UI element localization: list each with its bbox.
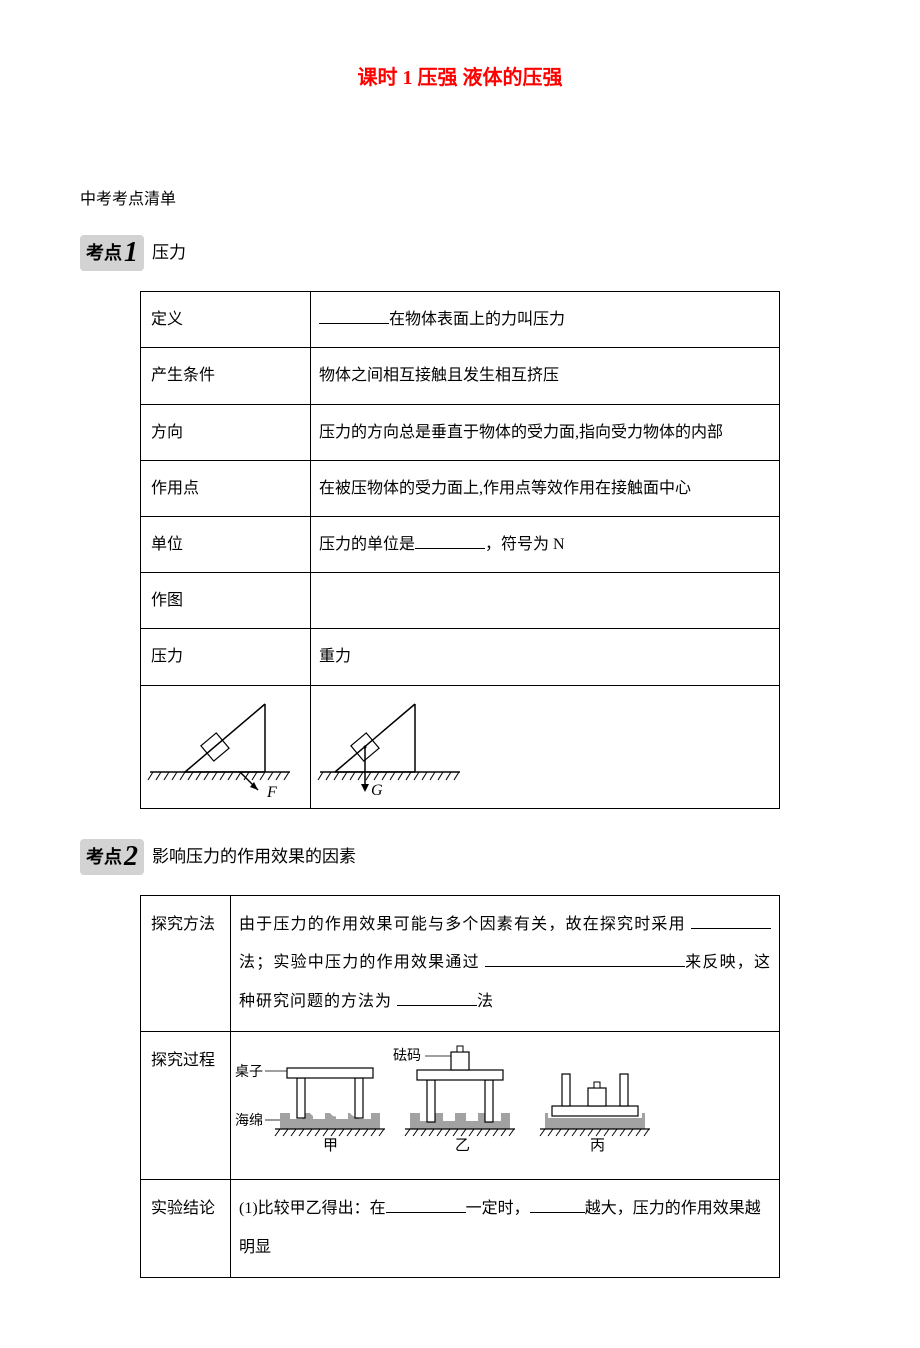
table-row: 实验结论 (1)比较甲乙得出：在一定时，越大，压力的作用效果越明显 — [141, 1180, 780, 1278]
text-after: ，符号为 N — [485, 536, 565, 553]
subheading: 中考考点清单 — [80, 186, 840, 215]
cell-content: 在物体表面上的力叫压力 — [311, 292, 780, 348]
cell-content: 桌子 海绵 甲 — [231, 1032, 780, 1180]
table-row-diagrams: F — [141, 685, 780, 808]
cell-content: 压力的方向总是垂直于物体的受力面,指向受力物体的内部 — [311, 404, 780, 460]
blank-fill — [415, 530, 485, 549]
kaodian-label-2: 影响压力的作用效果的因素 — [152, 846, 356, 865]
cell-label: 探究过程 — [141, 1032, 231, 1180]
cell-label: 产生条件 — [141, 348, 311, 404]
method-text: 由于压力的作用效果可能与多个因素有关，故在探究时采用 法；实验中压力的作用效果通… — [239, 906, 771, 1021]
table-row: 探究过程 — [141, 1032, 780, 1180]
pressure-diagram-icon: F — [145, 692, 295, 802]
diagram-pressure: F — [141, 685, 311, 808]
text-part: (1)比较甲乙得出：在 — [239, 1200, 386, 1217]
label-desk: 桌子 — [235, 1064, 263, 1080]
text-before: 压力的单位是 — [319, 536, 415, 553]
cell-content — [311, 573, 780, 629]
cell-content: 重力 — [311, 629, 780, 685]
label-c: 丙 — [590, 1138, 605, 1154]
table-row: 压力 重力 — [141, 629, 780, 685]
kaodian-badge-number: 2 — [124, 843, 138, 871]
diagram-gravity: G — [311, 685, 780, 808]
kaodian-badge-1: 考点 1 — [80, 235, 144, 271]
label-sponge: 海绵 — [235, 1112, 263, 1129]
kaodian-badge-2: 考点 2 — [80, 839, 144, 875]
label-weight: 砝码 — [393, 1048, 421, 1064]
blank-fill — [319, 305, 389, 324]
cell-content: 由于压力的作用效果可能与多个因素有关，故在探究时采用 法；实验中压力的作用效果通… — [231, 895, 780, 1031]
kaodian-1: 考点 1 压力 — [80, 235, 840, 271]
cell-label: 压力 — [141, 629, 311, 685]
text-part: 法；实验中压力的作用效果通过 — [239, 954, 480, 971]
cell-content: 压力的单位是 ，符号为 N — [311, 516, 780, 572]
kaodian-badge-text: 考点 — [86, 237, 122, 269]
cell-label: 探究方法 — [141, 895, 231, 1031]
kaodian-badge-number: 1 — [124, 239, 138, 267]
blank-fill — [485, 948, 685, 967]
table-row: 方向 压力的方向总是垂直于物体的受力面,指向受力物体的内部 — [141, 404, 780, 460]
table-row: 产生条件 物体之间相互接触且发生相互挤压 — [141, 348, 780, 404]
blank-fill — [397, 986, 477, 1005]
cell-label: 方向 — [141, 404, 311, 460]
table-row: 作图 — [141, 573, 780, 629]
table-row: 单位 压力的单位是 ，符号为 N — [141, 516, 780, 572]
kaodian-badge-text: 考点 — [86, 841, 122, 873]
table-row: 作用点 在被压物体的受力面上,作用点等效作用在接触面中心 — [141, 460, 780, 516]
table-2: 探究方法 由于压力的作用效果可能与多个因素有关，故在探究时采用 法；实验中压力的… — [140, 895, 780, 1278]
cell-label: 作图 — [141, 573, 311, 629]
cell-label: 定义 — [141, 292, 311, 348]
text-part: 一定时， — [466, 1200, 530, 1217]
blank-fill — [691, 910, 771, 929]
label-b: 乙 — [455, 1138, 470, 1154]
force-f-label: F — [266, 784, 277, 801]
table-1: 定义 在物体表面上的力叫压力 产生条件 物体之间相互接触且发生相互挤压 方向 压… — [140, 291, 780, 808]
kaodian-label-1: 压力 — [152, 243, 186, 262]
cell-content: (1)比较甲乙得出：在一定时，越大，压力的作用效果越明显 — [231, 1180, 780, 1278]
text-part: 法 — [477, 993, 494, 1010]
text-part: 由于压力的作用效果可能与多个因素有关，故在探究时采用 — [239, 916, 686, 933]
force-g-label: G — [371, 782, 383, 799]
cell-content: 在被压物体的受力面上,作用点等效作用在接触面中心 — [311, 460, 780, 516]
page-title: 课时 1 压强 液体的压强 — [80, 60, 840, 96]
blank-fill — [530, 1194, 585, 1213]
cell-label: 实验结论 — [141, 1180, 231, 1278]
blank-fill — [386, 1194, 466, 1213]
label-a: 甲 — [323, 1138, 338, 1154]
kaodian-2: 考点 2 影响压力的作用效果的因素 — [80, 839, 840, 875]
table-row: 定义 在物体表面上的力叫压力 — [141, 292, 780, 348]
cell-label: 作用点 — [141, 460, 311, 516]
cell-label: 单位 — [141, 516, 311, 572]
cell-content: 物体之间相互接触且发生相互挤压 — [311, 348, 780, 404]
experiment-diagram-icon: 桌子 海绵 甲 — [235, 1038, 665, 1158]
text-after: 在物体表面上的力叫压力 — [389, 311, 565, 328]
gravity-diagram-icon: G — [315, 692, 465, 802]
table-row: 探究方法 由于压力的作用效果可能与多个因素有关，故在探究时采用 法；实验中压力的… — [141, 895, 780, 1031]
